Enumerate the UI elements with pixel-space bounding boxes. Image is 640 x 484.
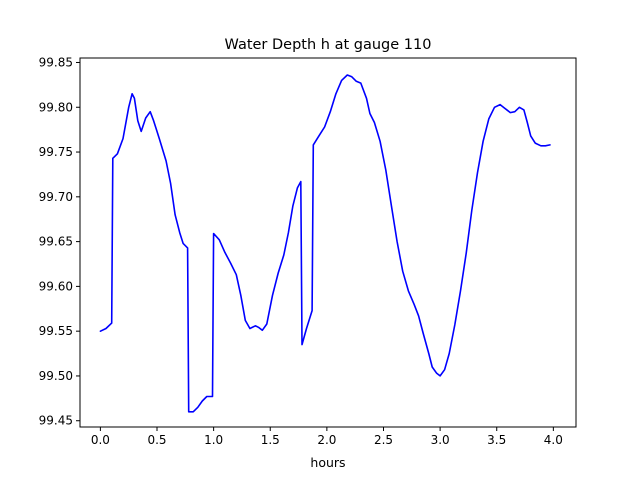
series-layer <box>99 74 551 413</box>
x-tick-label: 0.5 <box>147 433 166 447</box>
x-tick-label: 1.5 <box>261 433 280 447</box>
y-tick-label: 99.55 <box>39 324 73 338</box>
x-axis-label: hours <box>310 455 345 470</box>
x-tick-label: 2.5 <box>374 433 393 447</box>
y-tick-label: 99.65 <box>39 235 73 249</box>
x-tick-label: 2.0 <box>317 433 336 447</box>
y-tick-label: 99.85 <box>39 55 73 69</box>
x-ticks: 0.0 0.5 1.0 1.5 2.0 2.5 3.0 3.5 4.0 <box>91 427 563 447</box>
y-tick-label: 99.50 <box>39 369 73 383</box>
y-tick-label: 99.70 <box>39 190 73 204</box>
plot-frame <box>79 57 577 428</box>
y-tick-label: 99.60 <box>39 279 73 293</box>
x-tick-label: 0.0 <box>91 433 110 447</box>
x-tick-label: 3.0 <box>431 433 450 447</box>
y-tick-label: 99.75 <box>39 145 73 159</box>
chart-title: Water Depth h at gauge 110 <box>225 37 432 53</box>
y-tick-label: 99.80 <box>39 100 73 114</box>
x-tick-label: 4.0 <box>544 433 563 447</box>
y-tick-label: 99.45 <box>39 414 73 428</box>
y-ticks: 99.45 99.50 99.55 99.60 99.65 99.70 99.75 99.80… <box>39 55 80 428</box>
series-line <box>99 74 551 413</box>
x-tick-label: 1.0 <box>204 433 223 447</box>
x-tick-label: 3.5 <box>487 433 506 447</box>
